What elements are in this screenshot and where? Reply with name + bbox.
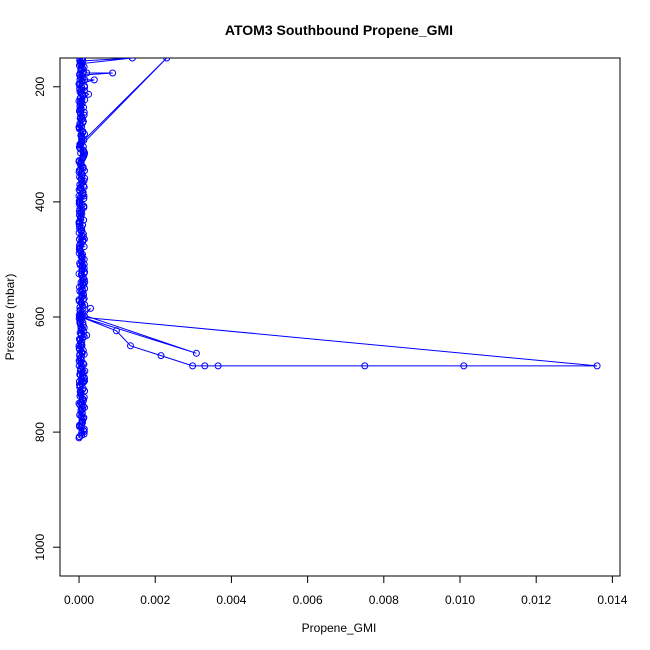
data-point xyxy=(85,90,93,98)
data-point xyxy=(75,166,83,174)
data-point xyxy=(593,362,601,370)
data-point xyxy=(90,76,98,84)
data-point xyxy=(79,378,87,385)
data-point xyxy=(201,362,209,370)
plot-area-frame xyxy=(59,57,621,577)
data-point xyxy=(75,123,83,131)
data-point xyxy=(81,367,89,375)
data-point xyxy=(75,422,83,430)
data-point xyxy=(77,279,85,286)
data-point xyxy=(76,193,84,201)
data-point xyxy=(460,362,468,370)
y-axis: 200 400 600 800 1000 xyxy=(33,76,61,561)
data-point xyxy=(76,388,84,396)
data-point xyxy=(109,69,117,77)
data-point xyxy=(75,235,83,243)
data-point xyxy=(75,80,83,88)
data-point xyxy=(75,378,83,385)
data-point xyxy=(81,76,89,84)
data-point xyxy=(163,58,171,62)
data-point xyxy=(76,350,84,358)
data-point xyxy=(361,362,369,370)
data-point xyxy=(127,342,134,350)
y-tick-label: 400 xyxy=(33,192,47,212)
data-point xyxy=(76,140,84,148)
chart-title: ATOM3 Southbound Propene_GMI xyxy=(225,22,453,38)
y-tick-label: 1000 xyxy=(33,534,47,561)
data-point xyxy=(77,64,85,72)
data-point xyxy=(76,336,84,344)
x-tick-label: 0.012 xyxy=(521,593,551,607)
x-tick-label: 0.010 xyxy=(445,593,475,607)
data-point xyxy=(77,227,85,235)
data-point xyxy=(192,349,200,357)
data-point xyxy=(77,359,85,367)
y-tick-label: 200 xyxy=(33,76,47,96)
x-tick-label: 0.008 xyxy=(369,593,399,607)
data-point xyxy=(75,97,83,105)
x-tick-label: 0.006 xyxy=(293,593,323,607)
data-point xyxy=(78,253,86,261)
data-point xyxy=(75,143,83,151)
data-point xyxy=(76,114,84,122)
y-tick-label: 800 xyxy=(33,422,47,442)
data-point xyxy=(75,399,83,407)
data-point xyxy=(75,218,83,226)
data-point xyxy=(75,296,83,304)
data-point xyxy=(112,327,120,335)
data-layer xyxy=(75,58,601,442)
data-point xyxy=(128,58,136,62)
data-point xyxy=(76,201,84,209)
data-point xyxy=(76,411,84,419)
data-point xyxy=(83,69,91,77)
x-tick-label: 0.002 xyxy=(140,593,170,607)
data-point xyxy=(76,71,84,79)
data-point xyxy=(189,362,197,370)
data-point xyxy=(76,58,84,62)
data-point xyxy=(77,313,85,321)
data-point xyxy=(76,106,84,114)
data-point xyxy=(76,261,84,269)
data-point xyxy=(157,352,165,360)
data-point xyxy=(76,287,84,295)
data-point xyxy=(76,244,84,252)
x-tick-label: 0.000 xyxy=(64,593,94,607)
data-point xyxy=(76,184,84,191)
x-tick-label: 0.014 xyxy=(597,593,627,607)
data-point xyxy=(77,175,85,183)
data-point xyxy=(83,331,91,339)
data-point xyxy=(214,362,222,370)
data-point xyxy=(75,158,83,166)
y-tick-label: 600 xyxy=(33,307,47,327)
data-point xyxy=(77,132,85,140)
data-point xyxy=(87,304,94,312)
x-tick-label: 0.004 xyxy=(216,593,246,607)
data-point xyxy=(80,192,88,200)
data-point xyxy=(77,310,85,318)
data-point xyxy=(75,270,83,278)
data-point xyxy=(77,209,85,217)
x-axis: 0.000 0.002 0.004 0.006 0.008 0.010 0.012 0.014 xyxy=(64,575,628,607)
data-point xyxy=(75,192,83,200)
data-point xyxy=(76,371,84,379)
x-axis-label: Propene_GMI xyxy=(302,621,377,635)
y-axis-label: Pressure (mbar) xyxy=(3,274,17,361)
data-point xyxy=(75,434,83,442)
series-line xyxy=(78,58,598,438)
